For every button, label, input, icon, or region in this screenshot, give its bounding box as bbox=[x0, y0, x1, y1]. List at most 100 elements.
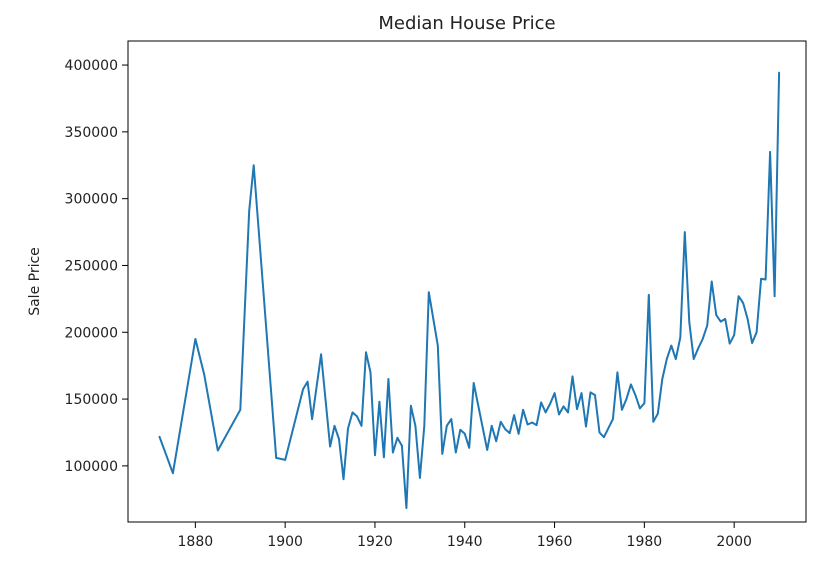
data-point bbox=[724, 318, 726, 320]
y-tick-label: 300000 bbox=[65, 192, 118, 208]
data-point bbox=[751, 342, 753, 344]
data-point bbox=[423, 425, 426, 427]
data-point bbox=[679, 336, 682, 339]
data-point bbox=[594, 394, 596, 396]
data-point bbox=[553, 392, 556, 394]
data-point bbox=[387, 378, 390, 380]
data-point bbox=[742, 302, 744, 304]
data-point bbox=[715, 314, 717, 316]
data-point bbox=[495, 440, 497, 442]
y-axis: 100000 150000 200000 250000 300000 350000 4000… bbox=[65, 58, 128, 475]
data-point bbox=[531, 421, 533, 424]
data-point bbox=[401, 445, 403, 447]
data-point bbox=[499, 420, 502, 423]
data-point bbox=[486, 449, 489, 451]
data-point bbox=[239, 408, 242, 411]
data-point bbox=[535, 424, 538, 426]
y-axis-label: Sale Price bbox=[27, 247, 43, 316]
data-point bbox=[778, 71, 780, 74]
y-tick-label: 200000 bbox=[65, 325, 118, 341]
data-point bbox=[329, 445, 331, 448]
data-point bbox=[517, 433, 520, 435]
data-point bbox=[508, 432, 511, 434]
data-point bbox=[203, 374, 206, 376]
data-point bbox=[526, 423, 529, 426]
data-point bbox=[571, 375, 574, 378]
data-point bbox=[252, 164, 255, 167]
data-point bbox=[576, 408, 578, 410]
data-point bbox=[383, 456, 385, 458]
data-point bbox=[468, 447, 471, 449]
data-point bbox=[760, 278, 762, 280]
data-point bbox=[351, 411, 354, 414]
y-tick-label: 350000 bbox=[65, 125, 118, 141]
data-point bbox=[490, 425, 493, 427]
data-point bbox=[360, 425, 363, 427]
data-point bbox=[540, 401, 542, 404]
data-point bbox=[612, 418, 614, 420]
data-point bbox=[306, 380, 309, 383]
data-point bbox=[639, 407, 641, 410]
data-point bbox=[549, 402, 551, 405]
data-point bbox=[580, 392, 583, 394]
data-point bbox=[598, 431, 601, 434]
data-point bbox=[347, 427, 349, 430]
data-point bbox=[463, 433, 466, 435]
data-point bbox=[701, 338, 704, 340]
data-point bbox=[414, 425, 417, 427]
data-point bbox=[378, 400, 381, 403]
data-point bbox=[275, 457, 277, 459]
data-point bbox=[374, 454, 376, 456]
data-point bbox=[302, 388, 304, 390]
data-point bbox=[674, 358, 677, 360]
data-point bbox=[746, 318, 749, 320]
y-tick-label: 250000 bbox=[65, 258, 118, 274]
data-point bbox=[733, 334, 735, 336]
data-point bbox=[410, 404, 412, 407]
x-tick-label: 1960 bbox=[537, 534, 573, 550]
data-point bbox=[248, 209, 251, 212]
data-point bbox=[697, 347, 700, 350]
data-point bbox=[728, 342, 731, 345]
x-axis: 1880 1900 1920 1940 1960 1980 2000 bbox=[178, 522, 752, 550]
data-point bbox=[764, 278, 767, 281]
data-point bbox=[643, 402, 646, 404]
x-tick-label: 1900 bbox=[267, 534, 303, 550]
data-point bbox=[652, 420, 655, 423]
data-point bbox=[688, 321, 691, 324]
x-tick-label: 1940 bbox=[447, 534, 483, 550]
data-point bbox=[405, 507, 408, 509]
data-point bbox=[445, 425, 448, 427]
data-point bbox=[562, 405, 565, 408]
data-point bbox=[558, 413, 560, 416]
y-tick-label: 100000 bbox=[65, 459, 118, 475]
data-point bbox=[356, 415, 358, 418]
data-point bbox=[710, 280, 713, 283]
data-point bbox=[522, 408, 524, 411]
data-point bbox=[683, 231, 686, 233]
data-point bbox=[621, 408, 623, 411]
data-point bbox=[692, 358, 695, 360]
data-point bbox=[454, 451, 457, 454]
data-point bbox=[661, 378, 664, 380]
data-point bbox=[450, 418, 453, 420]
data-point bbox=[472, 382, 475, 384]
data-points bbox=[158, 71, 780, 509]
data-point bbox=[706, 324, 709, 327]
data-point bbox=[172, 472, 174, 475]
data-point bbox=[657, 412, 659, 415]
data-point bbox=[320, 353, 322, 356]
data-point bbox=[769, 151, 771, 153]
data-point bbox=[648, 294, 650, 296]
data-point bbox=[544, 411, 547, 414]
plot-area-frame bbox=[127, 40, 807, 523]
x-tick-label: 1920 bbox=[357, 534, 393, 550]
data-point bbox=[666, 358, 668, 360]
data-point bbox=[737, 295, 740, 297]
data-point bbox=[513, 414, 515, 416]
data-point bbox=[333, 425, 336, 427]
x-tick-label: 1880 bbox=[178, 534, 214, 550]
data-point bbox=[719, 320, 722, 323]
data-point bbox=[437, 344, 439, 347]
data-point bbox=[459, 429, 462, 431]
